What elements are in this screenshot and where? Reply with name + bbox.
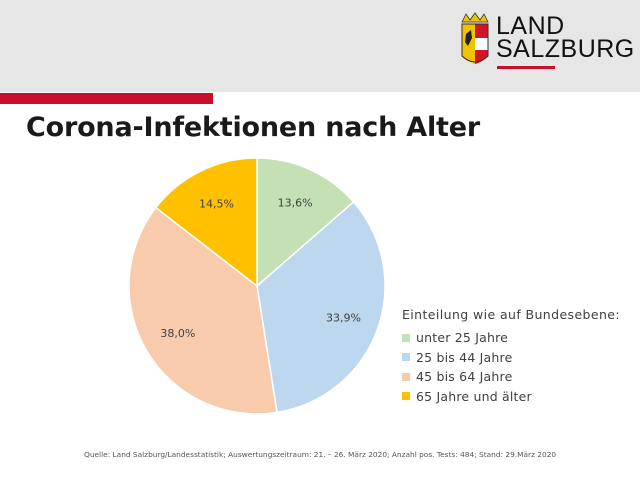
legend-item: unter 25 Jahre bbox=[402, 328, 634, 348]
data-label: 14,5% bbox=[199, 197, 234, 210]
pie-slice bbox=[154, 157, 258, 288]
legend-label: 45 bis 64 Jahre bbox=[416, 369, 513, 385]
legend-label: 65 Jahre und älter bbox=[416, 388, 532, 404]
chart-legend: Einteilung wie auf Bundesebene: unter 25… bbox=[402, 306, 634, 406]
coat-of-arms-icon bbox=[461, 12, 489, 64]
logo-text-line1: LAND bbox=[496, 12, 565, 40]
logo-text-line2: SALZBURG bbox=[496, 35, 635, 63]
header-accent-bar bbox=[0, 93, 213, 104]
legend-swatch bbox=[402, 392, 410, 401]
legend-swatch bbox=[402, 353, 410, 362]
logo-underline bbox=[497, 66, 555, 69]
legend-item: 65 Jahre und älter bbox=[402, 387, 634, 407]
data-label: 13,6% bbox=[278, 196, 313, 209]
legend-swatch bbox=[402, 333, 410, 342]
page-title: Corona-Infektionen nach Alter bbox=[26, 112, 480, 143]
legend-swatch bbox=[402, 372, 410, 381]
pie-slice bbox=[128, 206, 278, 415]
pie-slice bbox=[256, 200, 386, 414]
legend-item: 25 bis 44 Jahre bbox=[402, 348, 634, 368]
header-bar bbox=[0, 0, 640, 92]
pie-slice bbox=[256, 157, 355, 288]
data-label: 38,0% bbox=[160, 327, 195, 340]
legend-item: 45 bis 64 Jahre bbox=[402, 367, 634, 387]
legend-label: unter 25 Jahre bbox=[416, 330, 509, 346]
data-label: 33,9% bbox=[326, 311, 361, 324]
legend-label: 25 bis 44 Jahre bbox=[416, 349, 513, 365]
source-note: Quelle: Land Salzburg/Landesstatistik; A… bbox=[84, 450, 557, 459]
legend-title: Einteilung wie auf Bundesebene: bbox=[402, 307, 620, 322]
